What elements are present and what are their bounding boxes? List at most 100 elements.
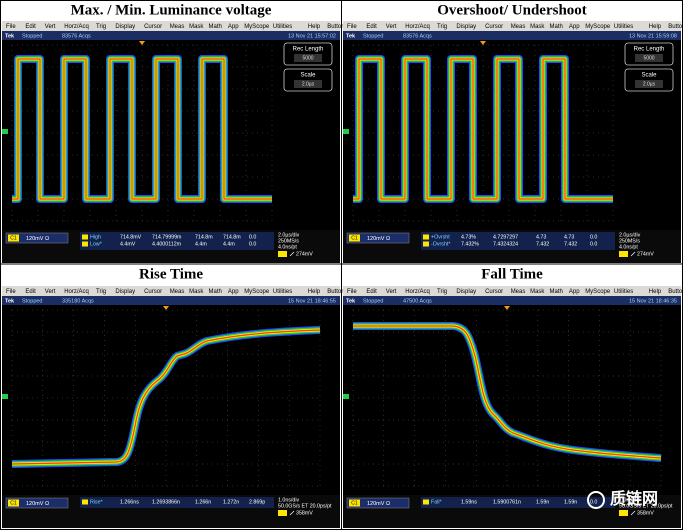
timebase: 4.0ns/pt — [278, 244, 297, 250]
meas-value: 4.73 — [536, 234, 546, 240]
menu-item: Math — [209, 289, 222, 295]
channel-marker — [2, 129, 8, 134]
menu-item: Button — [327, 24, 344, 30]
menu-item: File — [6, 289, 16, 295]
meas-chip — [423, 234, 429, 240]
menu-item: App — [569, 24, 580, 30]
meas-value: 7.432% — [461, 241, 479, 247]
trigger-slope — [630, 510, 636, 516]
meas-chip — [423, 499, 429, 505]
menu-item: File — [347, 289, 357, 295]
menu-item: Vert — [386, 289, 397, 295]
status-bar — [343, 31, 681, 40]
side-value-box — [635, 54, 663, 62]
meas-value: 1.266ns — [120, 499, 139, 505]
menu-item: Utilities — [273, 24, 292, 30]
timestamp: 13 Nov 21 15:57:02 — [288, 33, 336, 39]
meas-value: 4.4m — [223, 241, 235, 247]
channel-marker — [343, 394, 349, 399]
timebase: 4.0ns/pt — [619, 244, 638, 250]
oscilloscope-screenshot: File Edit Vert Horz/Acq Trig Display Cursor Mea… — [2, 21, 345, 263]
meas-value: +Ovrsht — [431, 234, 450, 240]
oscilloscope-screenshot: File Edit Vert Horz/Acq Trig Display Cursor Mea… — [343, 21, 683, 263]
menu-item: Button — [668, 24, 683, 30]
menu-item: Math — [550, 289, 563, 295]
meas-chip — [82, 234, 88, 240]
timebase: 50.0GS/s ET 20.0ps/pt — [278, 503, 332, 509]
menu-item: Math — [550, 24, 563, 30]
side-value-box — [294, 54, 322, 62]
menu-item: Mask — [189, 24, 204, 30]
meas-value: 714.79999m — [152, 234, 182, 240]
channel-label: C1 — [10, 501, 17, 507]
menu-item: Display — [456, 289, 476, 295]
watermark-logo — [587, 491, 605, 509]
menu-item: Trig — [437, 24, 447, 30]
timebase: 50.0GS/s ET 20.0ps/pt — [619, 503, 673, 509]
waveform — [11, 329, 321, 465]
channel-scale: 120mV Ω — [26, 236, 49, 242]
menu-item: Trig — [437, 289, 447, 295]
channel-marker — [2, 394, 8, 399]
channel-label: C1 — [10, 236, 17, 242]
channel-scale: 120mV Ω — [367, 501, 390, 507]
menu-item: Cursor — [485, 289, 503, 295]
menu-item: Utilities — [614, 289, 633, 295]
meas-value: 1.59n — [536, 499, 549, 505]
meas-value: 2.869p — [249, 499, 265, 505]
meas-box — [421, 232, 615, 250]
menu-item: File — [347, 24, 357, 30]
acq-status: Stopped — [363, 33, 384, 39]
menu-item: Meas — [511, 24, 526, 30]
meas-value: 714.8m — [195, 234, 213, 240]
meas-value: 4.7297297 — [493, 234, 518, 240]
channel-label: C1 — [351, 236, 358, 242]
acq-count: 83576 Acqs — [403, 33, 432, 39]
side-value: 2.0µs — [643, 81, 656, 87]
status-bar — [2, 296, 340, 305]
menu-item: App — [228, 24, 239, 30]
menu-item: MyScope — [244, 289, 270, 295]
menu-item: Button — [668, 289, 683, 295]
menu-item: Horz/Acq — [64, 24, 89, 30]
trigger-level: 358mV — [637, 510, 654, 516]
menu-item: Horz/Acq — [405, 24, 430, 30]
status-bar — [343, 296, 681, 305]
menu-item: File — [6, 24, 16, 30]
meas-box — [80, 497, 274, 508]
menu-item: Cursor — [144, 24, 162, 30]
meas-value: -Ovrsht* — [431, 241, 450, 247]
menu-item: Display — [115, 289, 135, 295]
trigger-chip — [619, 510, 628, 516]
meas-value: 1.59ns — [461, 499, 477, 505]
menu-item: Vert — [45, 289, 56, 295]
channel-chip — [8, 234, 19, 242]
menu-item: MyScope — [585, 289, 611, 295]
meas-value: 1.272n — [223, 499, 239, 505]
meas-box — [80, 232, 274, 250]
timestamp: 13 Nov 21 15:59:08 — [629, 33, 677, 39]
channel-chip — [349, 499, 360, 507]
channel-chip — [349, 234, 360, 242]
menu-item: Vert — [45, 24, 56, 30]
meas-chip — [82, 241, 88, 247]
menu-item: Help — [308, 24, 321, 30]
acq-count: 83576 Acqs — [62, 33, 91, 39]
menu-item: MyScope — [585, 24, 611, 30]
menu-item: Help — [649, 289, 662, 295]
menu-item: Mask — [189, 289, 204, 295]
menu-item: Display — [456, 24, 476, 30]
menu-item: Utilities — [614, 24, 633, 30]
channel-box — [5, 232, 69, 244]
meas-value: 1.2693866n — [152, 499, 180, 505]
channel-box — [5, 497, 69, 509]
channel-chip — [8, 499, 19, 507]
menu-item: Meas — [170, 24, 185, 30]
trigger-slope — [630, 251, 636, 257]
meas-value: 7.432 — [536, 241, 549, 247]
acq-status: Stopped — [22, 33, 43, 39]
trigger-level: 358mV — [296, 510, 313, 516]
menu-item: Horz/Acq — [64, 289, 89, 295]
trigger-slope — [289, 251, 295, 257]
